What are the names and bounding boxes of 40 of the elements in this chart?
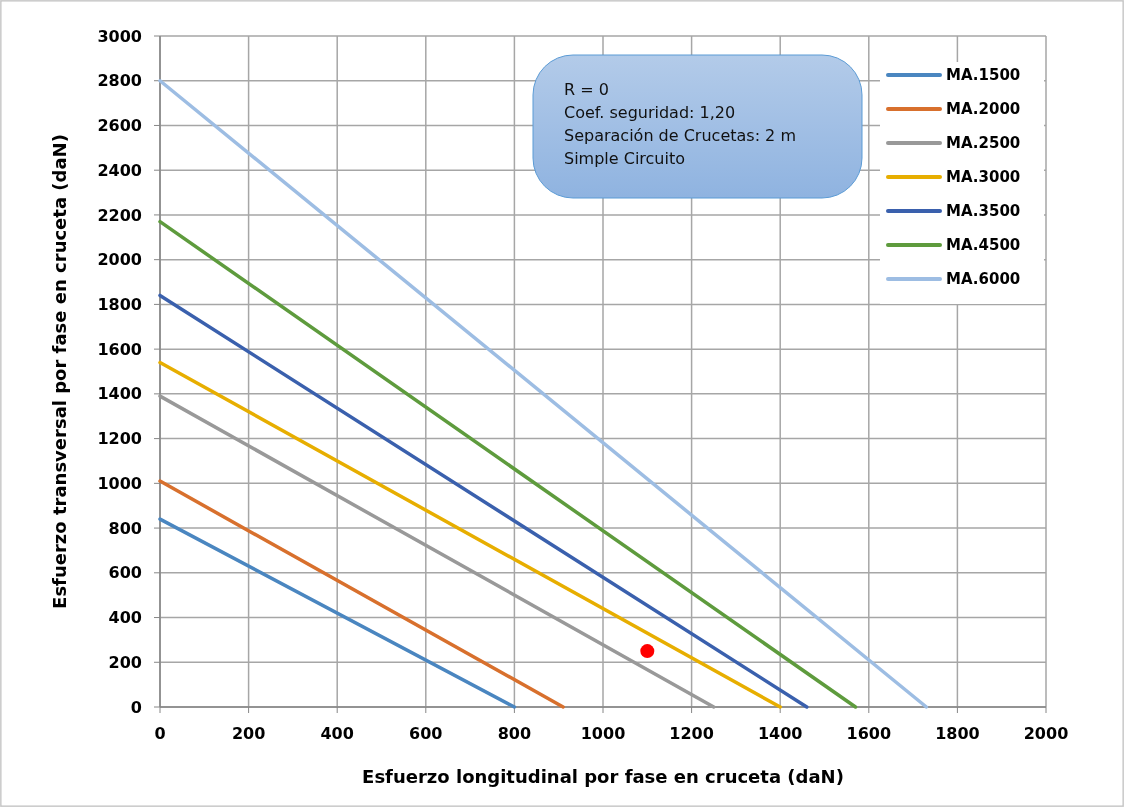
- y-tick-label: 1200: [97, 429, 142, 449]
- x-tick-label: 800: [497, 724, 532, 743]
- x-tick-label: 200: [231, 724, 266, 743]
- annotation: Coef. seguridad: 1,20: [564, 103, 736, 122]
- y-axis-title: Esfuerzo transversal por fase en cruceta (daN): [49, 134, 70, 609]
- y-tick-label: 1800: [97, 295, 142, 314]
- legend-label: MA.2000: [946, 100, 1021, 119]
- x-tick-label: 1800: [935, 724, 980, 743]
- x-tick-label: 400: [320, 724, 354, 743]
- y-tick-label: 2800: [97, 71, 142, 91]
- annotation: Simple Circuito: [564, 149, 686, 168]
- legend-label: MA.2500: [946, 134, 1021, 153]
- y-tick-label: 200: [108, 652, 142, 672]
- y-tick-label: 800: [108, 518, 142, 538]
- annotation: R = 0: [564, 80, 609, 99]
- y-tick-label: 3000: [97, 26, 142, 46]
- x-tick-label: 1000: [580, 724, 626, 743]
- y-tick-label: 2600: [97, 116, 142, 136]
- x-tick-label: 0: [154, 724, 166, 743]
- legend-label: MA.3000: [946, 168, 1021, 187]
- y-tick-label: 400: [108, 608, 142, 628]
- y-tick-label: 1400: [97, 384, 142, 404]
- y-tick-label: 2200: [97, 205, 142, 225]
- y-tick-label: 1000: [97, 473, 142, 493]
- annotation: Separación de Crucetas: 2 m: [564, 126, 796, 145]
- legend-label: MA.1500: [946, 66, 1021, 85]
- y-tick-label: 2400: [97, 160, 142, 180]
- x-tick-label: 1400: [757, 724, 803, 743]
- y-tick-label: 600: [108, 563, 142, 583]
- x-tick-label: 1200: [669, 724, 714, 743]
- y-tick-label: 1600: [97, 339, 142, 359]
- legend-label: MA.4500: [946, 236, 1021, 255]
- y-tick-label: 2000: [97, 250, 142, 270]
- legend-label: MA.6000: [946, 270, 1021, 289]
- x-tick-label: 1600: [846, 724, 892, 743]
- x-tick-label: 2000: [1023, 724, 1069, 743]
- x-axis-title: Esfuerzo longitudinal por fase en cruceta (daN): [362, 766, 844, 787]
- y-tick-label: 0: [130, 697, 142, 717]
- x-tick-label: 600: [409, 724, 443, 743]
- legend-label: MA.3500: [946, 202, 1021, 221]
